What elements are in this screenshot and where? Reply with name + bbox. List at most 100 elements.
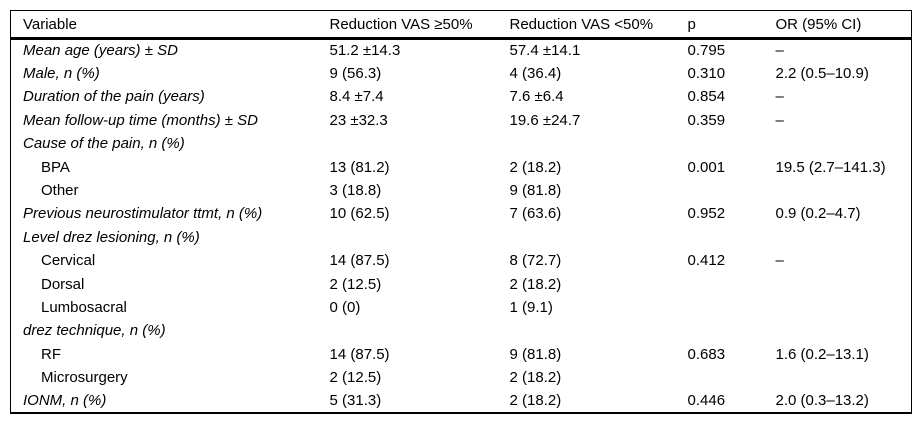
p-value-cell: 0.001 <box>687 158 726 176</box>
vas-ge50-cell <box>318 226 498 249</box>
variable-cell: Previous neurostimulator ttmt, n (%) <box>23 205 263 223</box>
variable-cell: Lumbosacral <box>41 298 127 316</box>
p-value-cell: 0.446 <box>687 392 726 410</box>
p-value-cell <box>676 366 764 389</box>
vas-ge50-cell <box>318 319 498 342</box>
vas-ge50-cell: 0 (0) <box>329 298 361 316</box>
p-value-cell <box>676 296 764 319</box>
vas-lt50-cell: 2 (18.2) <box>509 158 562 176</box>
or-ci-cell: 19.5 (2.7–141.3) <box>775 158 886 176</box>
column-header-variable: Variable <box>23 15 77 33</box>
table-row: Mean follow-up time (months) ± SD 23 ±32… <box>11 109 912 132</box>
or-ci-cell <box>764 226 912 249</box>
or-ci-cell: – <box>775 252 784 270</box>
table-row: Male, n (%) 9 (56.3) 4 (36.4) 0.310 2.2 … <box>11 62 912 85</box>
vas-ge50-cell: 3 (18.8) <box>329 182 382 200</box>
vas-lt50-cell: 7.6 ±6.4 <box>509 88 564 106</box>
vas-ge50-cell: 10 (62.5) <box>329 205 390 223</box>
variable-cell: Cervical <box>41 252 96 270</box>
table-row: Duration of the pain (years) 8.4 ±7.4 7.… <box>11 85 912 108</box>
vas-ge50-cell: 51.2 ±14.3 <box>329 42 401 60</box>
variable-cell: Level drez lesioning, n (%) <box>23 228 200 246</box>
statistics-table: Variable Reduction VAS ≥50% Reduction VA… <box>10 10 912 414</box>
table-row: Previous neurostimulator ttmt, n (%) 10 … <box>11 202 912 225</box>
column-header-vas-ge50: Reduction VAS ≥50% <box>329 15 473 33</box>
table-row: Mean age (years) ± SD 51.2 ±14.3 57.4 ±1… <box>11 39 912 62</box>
table-row: Level drez lesioning, n (%) <box>11 226 912 249</box>
variable-cell: IONM, n (%) <box>23 392 107 410</box>
vas-ge50-cell: 2 (12.5) <box>329 275 382 293</box>
variable-cell: Male, n (%) <box>23 65 100 83</box>
or-ci-cell: 2.0 (0.3–13.2) <box>775 392 869 410</box>
table-row: Cervical 14 (87.5) 8 (72.7) 0.412 – <box>11 249 912 272</box>
table-row: Other 3 (18.8) 9 (81.8) <box>11 179 912 202</box>
vas-ge50-cell: 14 (87.5) <box>329 252 390 270</box>
p-value-cell <box>676 179 764 202</box>
vas-ge50-cell: 13 (81.2) <box>329 158 390 176</box>
vas-ge50-cell <box>318 132 498 155</box>
p-value-cell <box>676 319 764 342</box>
table-row: Cause of the pain, n (%) <box>11 132 912 155</box>
or-ci-cell: – <box>775 42 784 60</box>
variable-cell: Duration of the pain (years) <box>23 88 205 106</box>
vas-lt50-cell: 4 (36.4) <box>509 65 562 83</box>
variable-cell: Mean follow-up time (months) ± SD <box>23 111 258 129</box>
p-value-cell: 0.412 <box>687 252 726 270</box>
vas-lt50-cell: 8 (72.7) <box>509 252 562 270</box>
or-ci-cell: – <box>775 88 784 106</box>
or-ci-cell: 2.2 (0.5–10.9) <box>775 65 869 83</box>
table-header-row: Variable Reduction VAS ≥50% Reduction VA… <box>10 11 912 39</box>
column-header-vas-lt50: Reduction VAS <50% <box>509 15 654 33</box>
variable-cell: Dorsal <box>41 275 85 293</box>
table-row: RF 14 (87.5) 9 (81.8) 0.683 1.6 (0.2–13.… <box>11 343 912 366</box>
vas-lt50-cell <box>498 226 676 249</box>
vas-lt50-cell: 19.6 ±24.7 <box>509 111 581 129</box>
vas-ge50-cell: 8.4 ±7.4 <box>329 88 384 106</box>
vas-lt50-cell <box>498 319 676 342</box>
vas-ge50-cell: 14 (87.5) <box>329 345 390 363</box>
or-ci-cell <box>764 132 912 155</box>
vas-lt50-cell: 2 (18.2) <box>509 275 562 293</box>
variable-cell: drez technique, n (%) <box>23 322 166 340</box>
table-row: BPA 13 (81.2) 2 (18.2) 0.001 19.5 (2.7–1… <box>11 155 912 178</box>
vas-ge50-cell: 5 (31.3) <box>329 392 382 410</box>
table-row: drez technique, n (%) <box>11 319 912 342</box>
p-value-cell: 0.359 <box>687 111 726 129</box>
vas-lt50-cell: 1 (9.1) <box>509 298 553 316</box>
p-value-cell <box>676 226 764 249</box>
vas-ge50-cell: 9 (56.3) <box>329 65 382 83</box>
variable-cell: BPA <box>41 158 70 176</box>
p-value-cell: 0.795 <box>687 42 726 60</box>
variable-cell: Microsurgery <box>41 369 128 387</box>
or-ci-cell <box>764 366 912 389</box>
variable-cell: RF <box>41 345 61 363</box>
vas-lt50-cell: 57.4 ±14.1 <box>509 42 581 60</box>
table-row: Microsurgery 2 (12.5) 2 (18.2) <box>11 366 912 389</box>
p-value-cell: 0.952 <box>687 205 726 223</box>
vas-lt50-cell: 2 (18.2) <box>509 369 562 387</box>
or-ci-cell <box>764 296 912 319</box>
table-row: Lumbosacral 0 (0) 1 (9.1) <box>11 296 912 319</box>
or-ci-cell: 1.6 (0.2–13.1) <box>775 345 869 363</box>
p-value-cell: 0.683 <box>687 345 726 363</box>
p-value-cell <box>676 272 764 295</box>
vas-lt50-cell: 9 (81.8) <box>509 182 562 200</box>
vas-ge50-cell: 23 ±32.3 <box>329 111 388 129</box>
variable-cell: Other <box>41 182 79 200</box>
or-ci-cell <box>764 272 912 295</box>
table-row: Dorsal 2 (12.5) 2 (18.2) <box>11 272 912 295</box>
variable-cell: Mean age (years) ± SD <box>23 42 178 60</box>
or-ci-cell: – <box>775 111 784 129</box>
or-ci-cell <box>764 319 912 342</box>
column-header-or-ci: OR (95% CI) <box>775 15 862 33</box>
or-ci-cell <box>764 179 912 202</box>
vas-lt50-cell: 7 (63.6) <box>509 205 562 223</box>
p-value-cell: 0.854 <box>687 88 726 106</box>
vas-lt50-cell <box>498 132 676 155</box>
column-header-p: p <box>687 15 696 33</box>
variable-cell: Cause of the pain, n (%) <box>23 135 185 153</box>
vas-lt50-cell: 9 (81.8) <box>509 345 562 363</box>
p-value-cell <box>676 132 764 155</box>
vas-lt50-cell: 2 (18.2) <box>509 392 562 410</box>
